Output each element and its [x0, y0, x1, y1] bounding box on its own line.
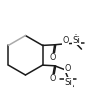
Text: O: O [62, 36, 69, 45]
Text: Si: Si [65, 78, 73, 87]
Text: Si: Si [72, 36, 80, 45]
Text: O: O [65, 64, 71, 73]
Text: O: O [49, 53, 56, 62]
Text: O: O [50, 74, 56, 83]
